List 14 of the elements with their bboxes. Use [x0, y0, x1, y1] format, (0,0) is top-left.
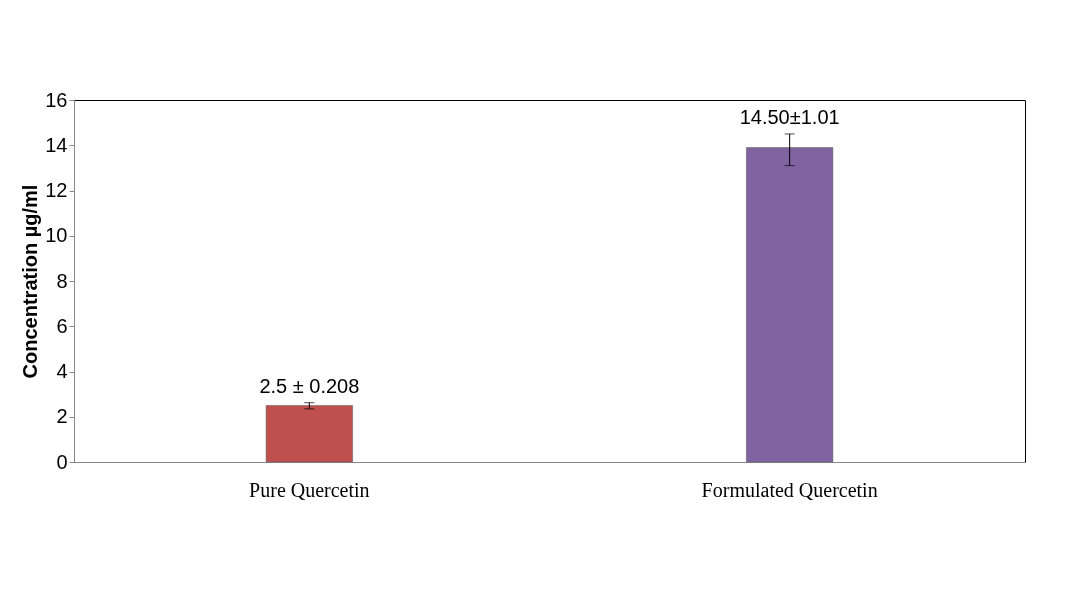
y-tick-label: 10 — [45, 224, 68, 247]
x-tick-label: Pure Quercetin — [249, 478, 370, 501]
annotation: 2.5 ± 0.208 — [259, 374, 360, 397]
y-tick-label: 2 — [56, 405, 68, 428]
y-tick-label: 6 — [56, 314, 68, 337]
y-tick-label: 16 — [45, 88, 68, 111]
y-axis-title: Concentration µg/ml — [19, 184, 42, 379]
annotation: 14.50±1.01 — [739, 105, 840, 128]
y-tick-label: 14 — [45, 133, 68, 156]
y-tick-label: 4 — [56, 360, 68, 382]
y-tick-label: 8 — [56, 269, 68, 292]
y-tick-label: 0 — [56, 450, 68, 473]
y-tick-label: 12 — [45, 179, 68, 201]
x-tick-label: Formulated Quercetin — [701, 478, 878, 501]
